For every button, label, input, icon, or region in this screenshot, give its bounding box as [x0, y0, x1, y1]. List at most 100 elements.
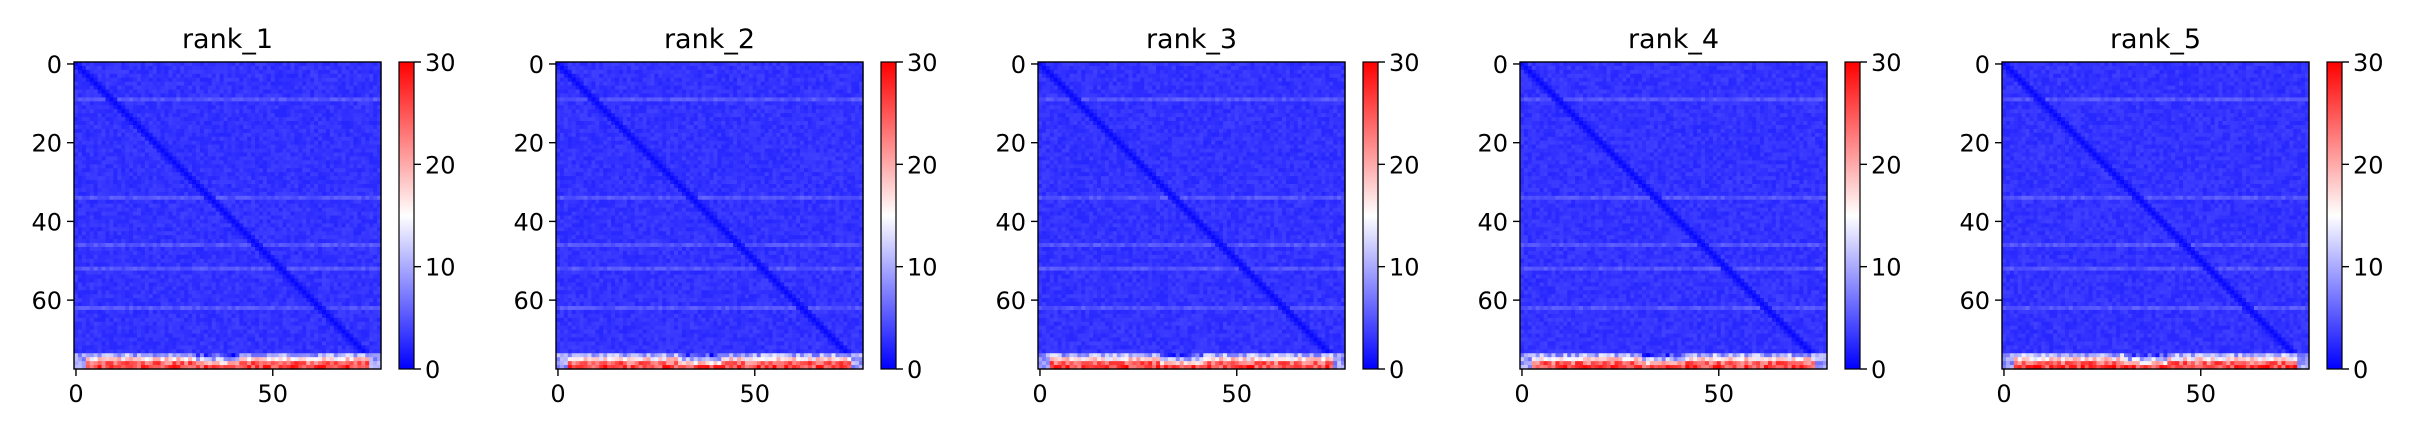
- heatmap-cell: [165, 66, 170, 71]
- heatmap-cell: [263, 90, 268, 95]
- heatmap-cell: [306, 153, 311, 158]
- heatmap-cell: [208, 196, 213, 201]
- heatmap-cell: [251, 286, 256, 291]
- heatmap-cell: [113, 121, 118, 126]
- heatmap-cell: [212, 172, 217, 177]
- heatmap-cell: [263, 204, 268, 209]
- heatmap-cell: [302, 192, 307, 197]
- heatmap-cell: [192, 231, 197, 236]
- heatmap-cell: [239, 90, 244, 95]
- heatmap-cell: [310, 223, 315, 228]
- heatmap-cell: [129, 271, 134, 276]
- heatmap-cell: [235, 97, 240, 102]
- heatmap-cell: [346, 212, 351, 217]
- heatmap-cell: [228, 153, 233, 158]
- heatmap-cell: [255, 117, 260, 122]
- heatmap-cell: [184, 125, 189, 130]
- heatmap-cell: [102, 298, 107, 303]
- heatmap-cell: [263, 133, 268, 138]
- heatmap-cell: [86, 275, 91, 280]
- heatmap-cell: [180, 121, 185, 126]
- heatmap-cell: [287, 302, 292, 307]
- heatmap-cell: [251, 160, 256, 165]
- heatmap-cell: [271, 180, 276, 185]
- heatmap-cell: [157, 247, 162, 252]
- heatmap-cell: [259, 156, 264, 161]
- heatmap-cell: [302, 239, 307, 244]
- heatmap-cell: [208, 239, 213, 244]
- heatmap-cell: [251, 192, 256, 197]
- heatmap-cell: [90, 160, 95, 165]
- heatmap-cell: [184, 204, 189, 209]
- heatmap-cell: [98, 145, 103, 150]
- heatmap-cell: [243, 125, 248, 130]
- heatmap-cell: [369, 208, 374, 213]
- heatmap-cell: [157, 216, 162, 221]
- heatmap-cell: [220, 172, 225, 177]
- heatmap-cell: [326, 247, 331, 252]
- heatmap-cell: [176, 101, 181, 106]
- heatmap-cell: [137, 223, 142, 228]
- heatmap-cell: [192, 133, 197, 138]
- heatmap-cell: [271, 172, 276, 177]
- heatmap-cell: [259, 117, 264, 122]
- heatmap-cell: [231, 219, 236, 224]
- heatmap-cell: [365, 216, 370, 221]
- heatmap-cell: [78, 153, 83, 158]
- heatmap-cell: [271, 156, 276, 161]
- heatmap-cell: [283, 129, 288, 134]
- heatmap-cell: [82, 243, 87, 248]
- heatmap-cell: [231, 74, 236, 79]
- heatmap-cell: [239, 306, 244, 311]
- heatmap-cell: [157, 239, 162, 244]
- heatmap-cell: [184, 180, 189, 185]
- heatmap-cell: [212, 247, 217, 252]
- heatmap-cell: [318, 200, 323, 205]
- heatmap-cell: [365, 137, 370, 142]
- heatmap-cell: [200, 204, 205, 209]
- heatmap-cell: [212, 204, 217, 209]
- heatmap-cell: [86, 200, 91, 205]
- heatmap-cell: [334, 129, 339, 134]
- heatmap-cell: [86, 259, 91, 264]
- heatmap-cell: [196, 290, 201, 295]
- heatmap-cell: [322, 164, 327, 169]
- heatmap-cell: [239, 125, 244, 130]
- heatmap-cell: [165, 125, 170, 130]
- heatmap-cell: [353, 121, 358, 126]
- heatmap-cell: [287, 227, 292, 232]
- heatmap-cell: [125, 172, 130, 177]
- heatmap-cell: [133, 153, 138, 158]
- heatmap-cell: [165, 216, 170, 221]
- heatmap-cell: [117, 145, 122, 150]
- heatmap-cell: [208, 176, 213, 181]
- heatmap-cell: [298, 105, 303, 110]
- heatmap-cell: [212, 255, 217, 260]
- heatmap-cell: [133, 97, 138, 102]
- heatmap-cell: [188, 168, 193, 173]
- heatmap-cell: [125, 200, 130, 205]
- heatmap-cell: [251, 141, 256, 146]
- heatmap-cell: [350, 204, 355, 209]
- heatmap-cell: [141, 278, 146, 283]
- heatmap-cell: [279, 243, 284, 248]
- heatmap-cell: [267, 235, 272, 240]
- heatmap-cell: [326, 282, 331, 287]
- heatmap-cell: [283, 105, 288, 110]
- heatmap-cell: [192, 168, 197, 173]
- heatmap-cell: [82, 109, 87, 114]
- heatmap-cell: [180, 82, 185, 87]
- heatmap-cell: [342, 125, 347, 130]
- heatmap-cell: [113, 223, 118, 228]
- heatmap-cell: [314, 302, 319, 307]
- heatmap-cell: [310, 172, 315, 177]
- heatmap-cell: [78, 196, 83, 201]
- heatmap-cell: [251, 137, 256, 142]
- heatmap-cell: [188, 66, 193, 71]
- heatmap-cell: [200, 70, 205, 75]
- heatmap-cell: [165, 200, 170, 205]
- heatmap-cell: [113, 113, 118, 118]
- heatmap-cell: [188, 113, 193, 118]
- heatmap-cell: [373, 216, 378, 221]
- heatmap-cell: [224, 208, 229, 213]
